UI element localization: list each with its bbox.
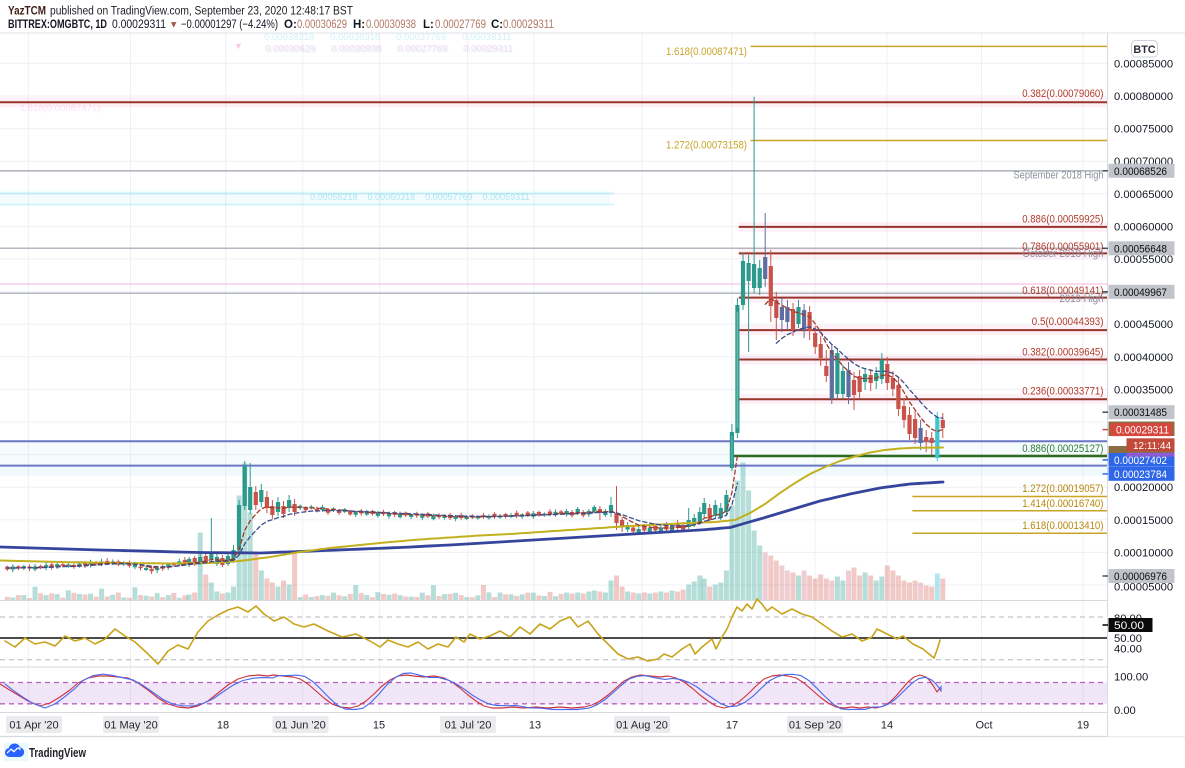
svg-text:October 2018 High: October 2018 High	[1023, 248, 1104, 260]
svg-text:0.00029311: 0.00029311	[112, 19, 166, 31]
svg-text:1.272(0.00073158): 1.272(0.00073158)	[666, 140, 747, 152]
svg-text:0.00068526: 0.00068526	[1114, 166, 1167, 178]
svg-text:September 2018 High: September 2018 High	[1014, 169, 1104, 181]
svg-text:0.00038218 0.00038318: 0.00038218 0.00038318 0.00037769 0.00038…	[264, 32, 512, 43]
svg-text:1.618(0.00087471): 1.618(0.00087471)	[666, 46, 747, 58]
svg-text:50.00: 50.00	[1114, 620, 1144, 632]
svg-text:01 Apr '20: 01 Apr '20	[9, 720, 58, 732]
svg-text:Oct: Oct	[975, 720, 992, 732]
svg-text:0.00030629: 0.00030629	[297, 19, 347, 31]
svg-text:50.00: 50.00	[1114, 633, 1142, 645]
svg-text:01 May '20: 01 May '20	[104, 720, 157, 732]
svg-text:BITTREX:OMGBTC, 1D: BITTREX:OMGBTC, 1D	[8, 19, 107, 31]
svg-text:01 Aug '20: 01 Aug '20	[616, 720, 668, 732]
svg-text:0.00010000: 0.00010000	[1114, 547, 1173, 559]
svg-text:0.00056648: 0.00056648	[1114, 243, 1167, 255]
svg-text:0.5(0.00044393): 0.5(0.00044393)	[1032, 316, 1104, 328]
svg-text:0.00075000: 0.00075000	[1114, 124, 1173, 136]
svg-text:0.236(0.00033771): 0.236(0.00033771)	[1022, 385, 1103, 397]
svg-text:0.00049967: 0.00049967	[1114, 287, 1167, 299]
svg-text:−0.00001297 (−4.24%): −0.00001297 (−4.24%)	[181, 19, 278, 31]
svg-text:0.618(0.00049141): 0.618(0.00049141)	[1022, 285, 1103, 297]
svg-text:0.00029311: 0.00029311	[503, 19, 554, 31]
svg-text:2019 High: 2019 High	[1060, 293, 1104, 305]
svg-text:01 Jun '20: 01 Jun '20	[275, 720, 325, 732]
svg-text:0.382(0.00079060): 0.382(0.00079060)	[1022, 88, 1103, 100]
svg-text:0.00030629 0.00030938: 0.00030629 0.00030938 0.00027769 0.00029…	[267, 45, 515, 56]
svg-text:0.382(0.00039645): 0.382(0.00039645)	[1022, 347, 1103, 359]
svg-text:0.00015000: 0.00015000	[1114, 515, 1173, 527]
svg-text:0.886(0.00059925): 0.886(0.00059925)	[1022, 214, 1103, 226]
svg-text:0.00030629 0.00030938: 0.00030629 0.00030938 0.00027769 0.00029…	[265, 44, 513, 55]
svg-text:O:: O:	[284, 19, 297, 31]
svg-text:12:11:44: 12:11:44	[1133, 440, 1171, 452]
svg-text:0.00005000: 0.00005000	[1114, 582, 1173, 594]
svg-text:0.00045000: 0.00045000	[1114, 319, 1173, 331]
svg-text:0.00020000: 0.00020000	[1114, 482, 1173, 494]
svg-text:0.00030938: 0.00030938	[366, 19, 416, 31]
svg-text:BTC: BTC	[1133, 44, 1155, 56]
svg-text:40.00: 40.00	[1114, 643, 1142, 655]
svg-text:0.00: 0.00	[1114, 705, 1136, 717]
svg-text:0.00040000: 0.00040000	[1114, 352, 1173, 364]
svg-text:▼: ▼	[169, 19, 178, 30]
svg-text:17: 17	[726, 720, 738, 732]
svg-text:1.272(0.00019057): 1.272(0.00019057)	[1022, 483, 1103, 495]
svg-text:0.00085000: 0.00085000	[1114, 58, 1173, 70]
svg-text:0.00080000: 0.00080000	[1114, 91, 1173, 103]
svg-text:TradingView: TradingView	[29, 745, 86, 760]
svg-text:H:: H:	[353, 19, 365, 31]
svg-text:1.618(0.00087471): 1.618(0.00087471)	[20, 103, 100, 114]
svg-text:13: 13	[529, 720, 541, 732]
svg-text:1.414(0.00016740): 1.414(0.00016740)	[1022, 498, 1103, 510]
svg-text:1.618(0.00013410): 1.618(0.00013410)	[1022, 520, 1103, 532]
svg-text:01 Jul '20: 01 Jul '20	[445, 720, 492, 732]
svg-text:YazTCM: YazTCM	[8, 6, 46, 18]
svg-text:0.00055000: 0.00055000	[1114, 254, 1173, 266]
svg-text:0.00031485: 0.00031485	[1114, 407, 1167, 419]
svg-text:19: 19	[1077, 720, 1089, 732]
svg-text:0.00029311: 0.00029311	[1116, 425, 1169, 437]
svg-text:01 Sep '20: 01 Sep '20	[789, 720, 841, 732]
svg-text:18: 18	[217, 720, 229, 732]
svg-text:0.00035000: 0.00035000	[1114, 384, 1173, 396]
svg-text:0.886(0.00025127): 0.886(0.00025127)	[1022, 443, 1103, 455]
svg-text:▼: ▼	[234, 41, 243, 51]
svg-text:100.00: 100.00	[1114, 672, 1148, 684]
svg-text:L:: L:	[423, 19, 434, 31]
svg-text:0.00023784: 0.00023784	[1114, 469, 1167, 481]
svg-text:0.00027769: 0.00027769	[435, 19, 486, 31]
svg-text:14: 14	[881, 720, 893, 732]
svg-text:0.786(0.00055901): 0.786(0.00055901)	[1022, 241, 1103, 253]
svg-text:0.00027402: 0.00027402	[1114, 455, 1167, 467]
svg-text:0.00006976: 0.00006976	[1114, 571, 1167, 583]
svg-text:0.00058218 0.00060318 0.: 0.00058218 0.00060318 0.00057769 0.00059…	[310, 192, 530, 202]
svg-text:15: 15	[373, 720, 385, 732]
svg-text:published on TradingView.com,: published on TradingView.com, September …	[50, 6, 353, 18]
svg-text:C:: C:	[491, 19, 503, 31]
svg-text:0.00060000: 0.00060000	[1114, 221, 1173, 233]
svg-text:0.00065000: 0.00065000	[1114, 189, 1173, 201]
